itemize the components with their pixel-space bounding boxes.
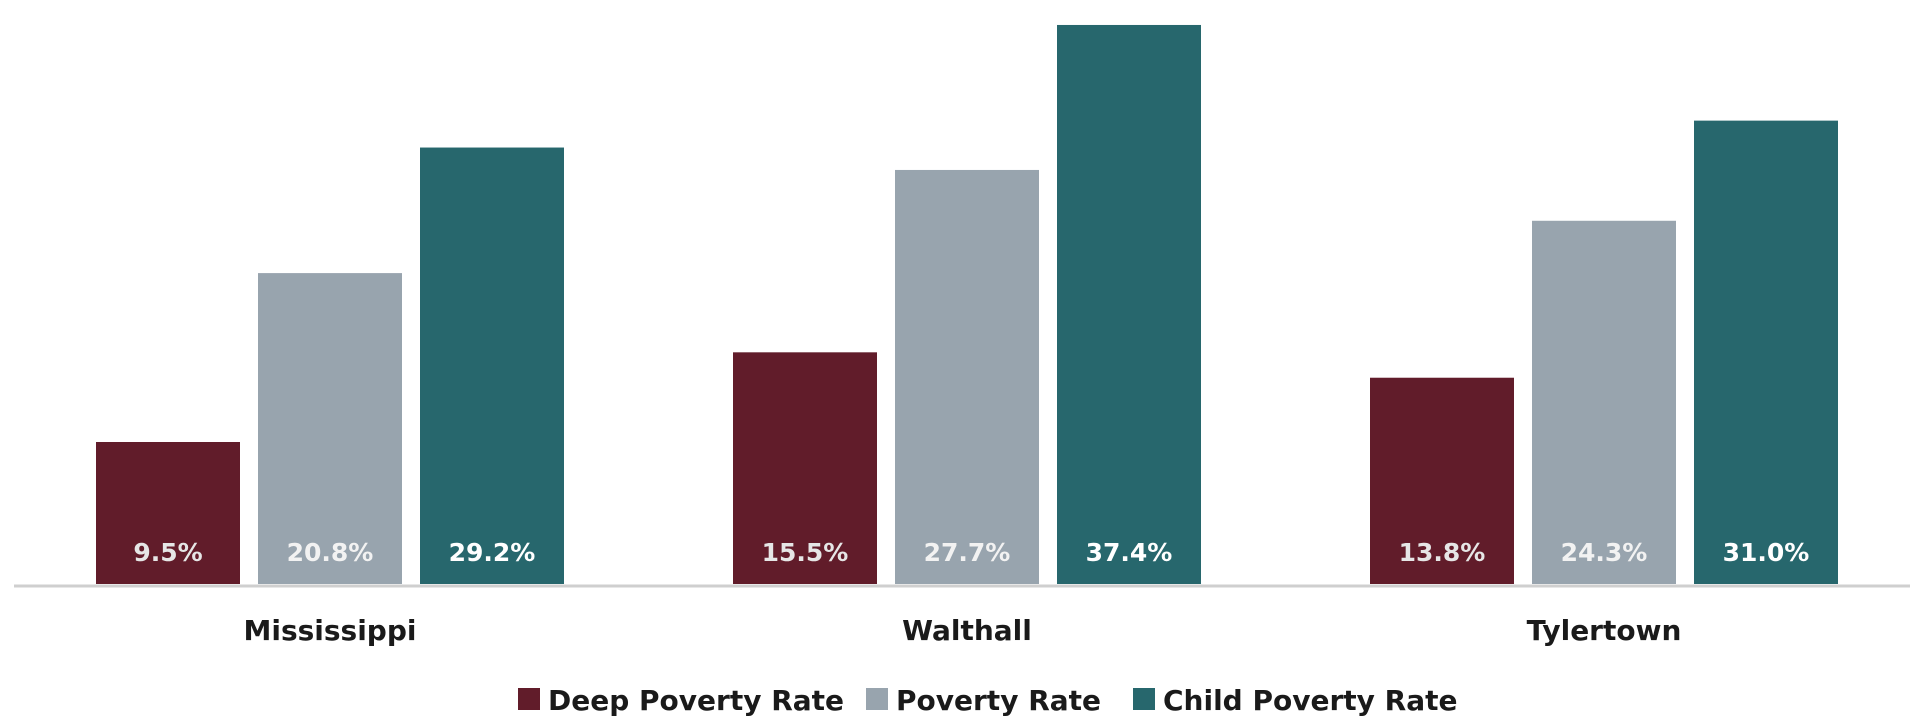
legend-label: Deep Poverty Rate: [548, 684, 844, 716]
bar-mississippi-child-poverty-rate: [420, 147, 564, 584]
bar-walthall-child-poverty-rate: [1057, 24, 1201, 584]
bar-value-label: 9.5%: [133, 538, 202, 567]
legend-item-poverty-rate: Poverty Rate: [866, 684, 1101, 716]
bar-walthall-deep-poverty-rate: [733, 352, 877, 584]
legend-label: Poverty Rate: [896, 684, 1101, 716]
legend-swatch: [518, 688, 540, 710]
category-label-tylertown: Tylertown: [1527, 614, 1682, 647]
legend: Deep Poverty Rate Poverty Rate Child Pover…: [518, 684, 1458, 716]
legend-swatch: [866, 688, 888, 710]
bar-tylertown-child-poverty-rate: [1694, 120, 1838, 584]
legend-swatch: [1133, 688, 1155, 710]
bar-value-label: 20.8%: [287, 538, 374, 567]
bar-walthall-poverty-rate: [895, 169, 1039, 585]
bar-value-label: 37.4%: [1086, 538, 1173, 567]
category-label-mississippi: Mississippi: [243, 614, 416, 647]
bar-value-label: 24.3%: [1561, 538, 1648, 567]
category-axis-labels: Mississippi Walthall Tylertown: [243, 614, 1681, 647]
category-label-walthall: Walthall: [902, 614, 1032, 647]
legend-item-child-poverty-rate: Child Poverty Rate: [1133, 684, 1458, 716]
bar-value-label: 13.8%: [1399, 538, 1486, 567]
bar-mississippi-poverty-rate: [258, 273, 402, 584]
bar-mississippi-deep-poverty-rate: [96, 442, 240, 584]
bars-layer: [96, 24, 1838, 585]
legend-item-deep-poverty-rate: Deep Poverty Rate: [518, 684, 844, 716]
legend-label: Child Poverty Rate: [1163, 684, 1458, 716]
bar-tylertown-poverty-rate: [1532, 220, 1676, 585]
bar-value-labels: 9.5% 20.8% 29.2% 15.5% 27.7% 37.4% 13.8% 24.3% 3…: [133, 538, 1809, 567]
bar-value-label: 27.7%: [924, 538, 1011, 567]
bar-value-label: 31.0%: [1723, 538, 1810, 567]
bar-value-label: 29.2%: [449, 538, 536, 567]
bar-tylertown-deep-poverty-rate: [1370, 377, 1514, 584]
bar-value-label: 15.5%: [762, 538, 849, 567]
